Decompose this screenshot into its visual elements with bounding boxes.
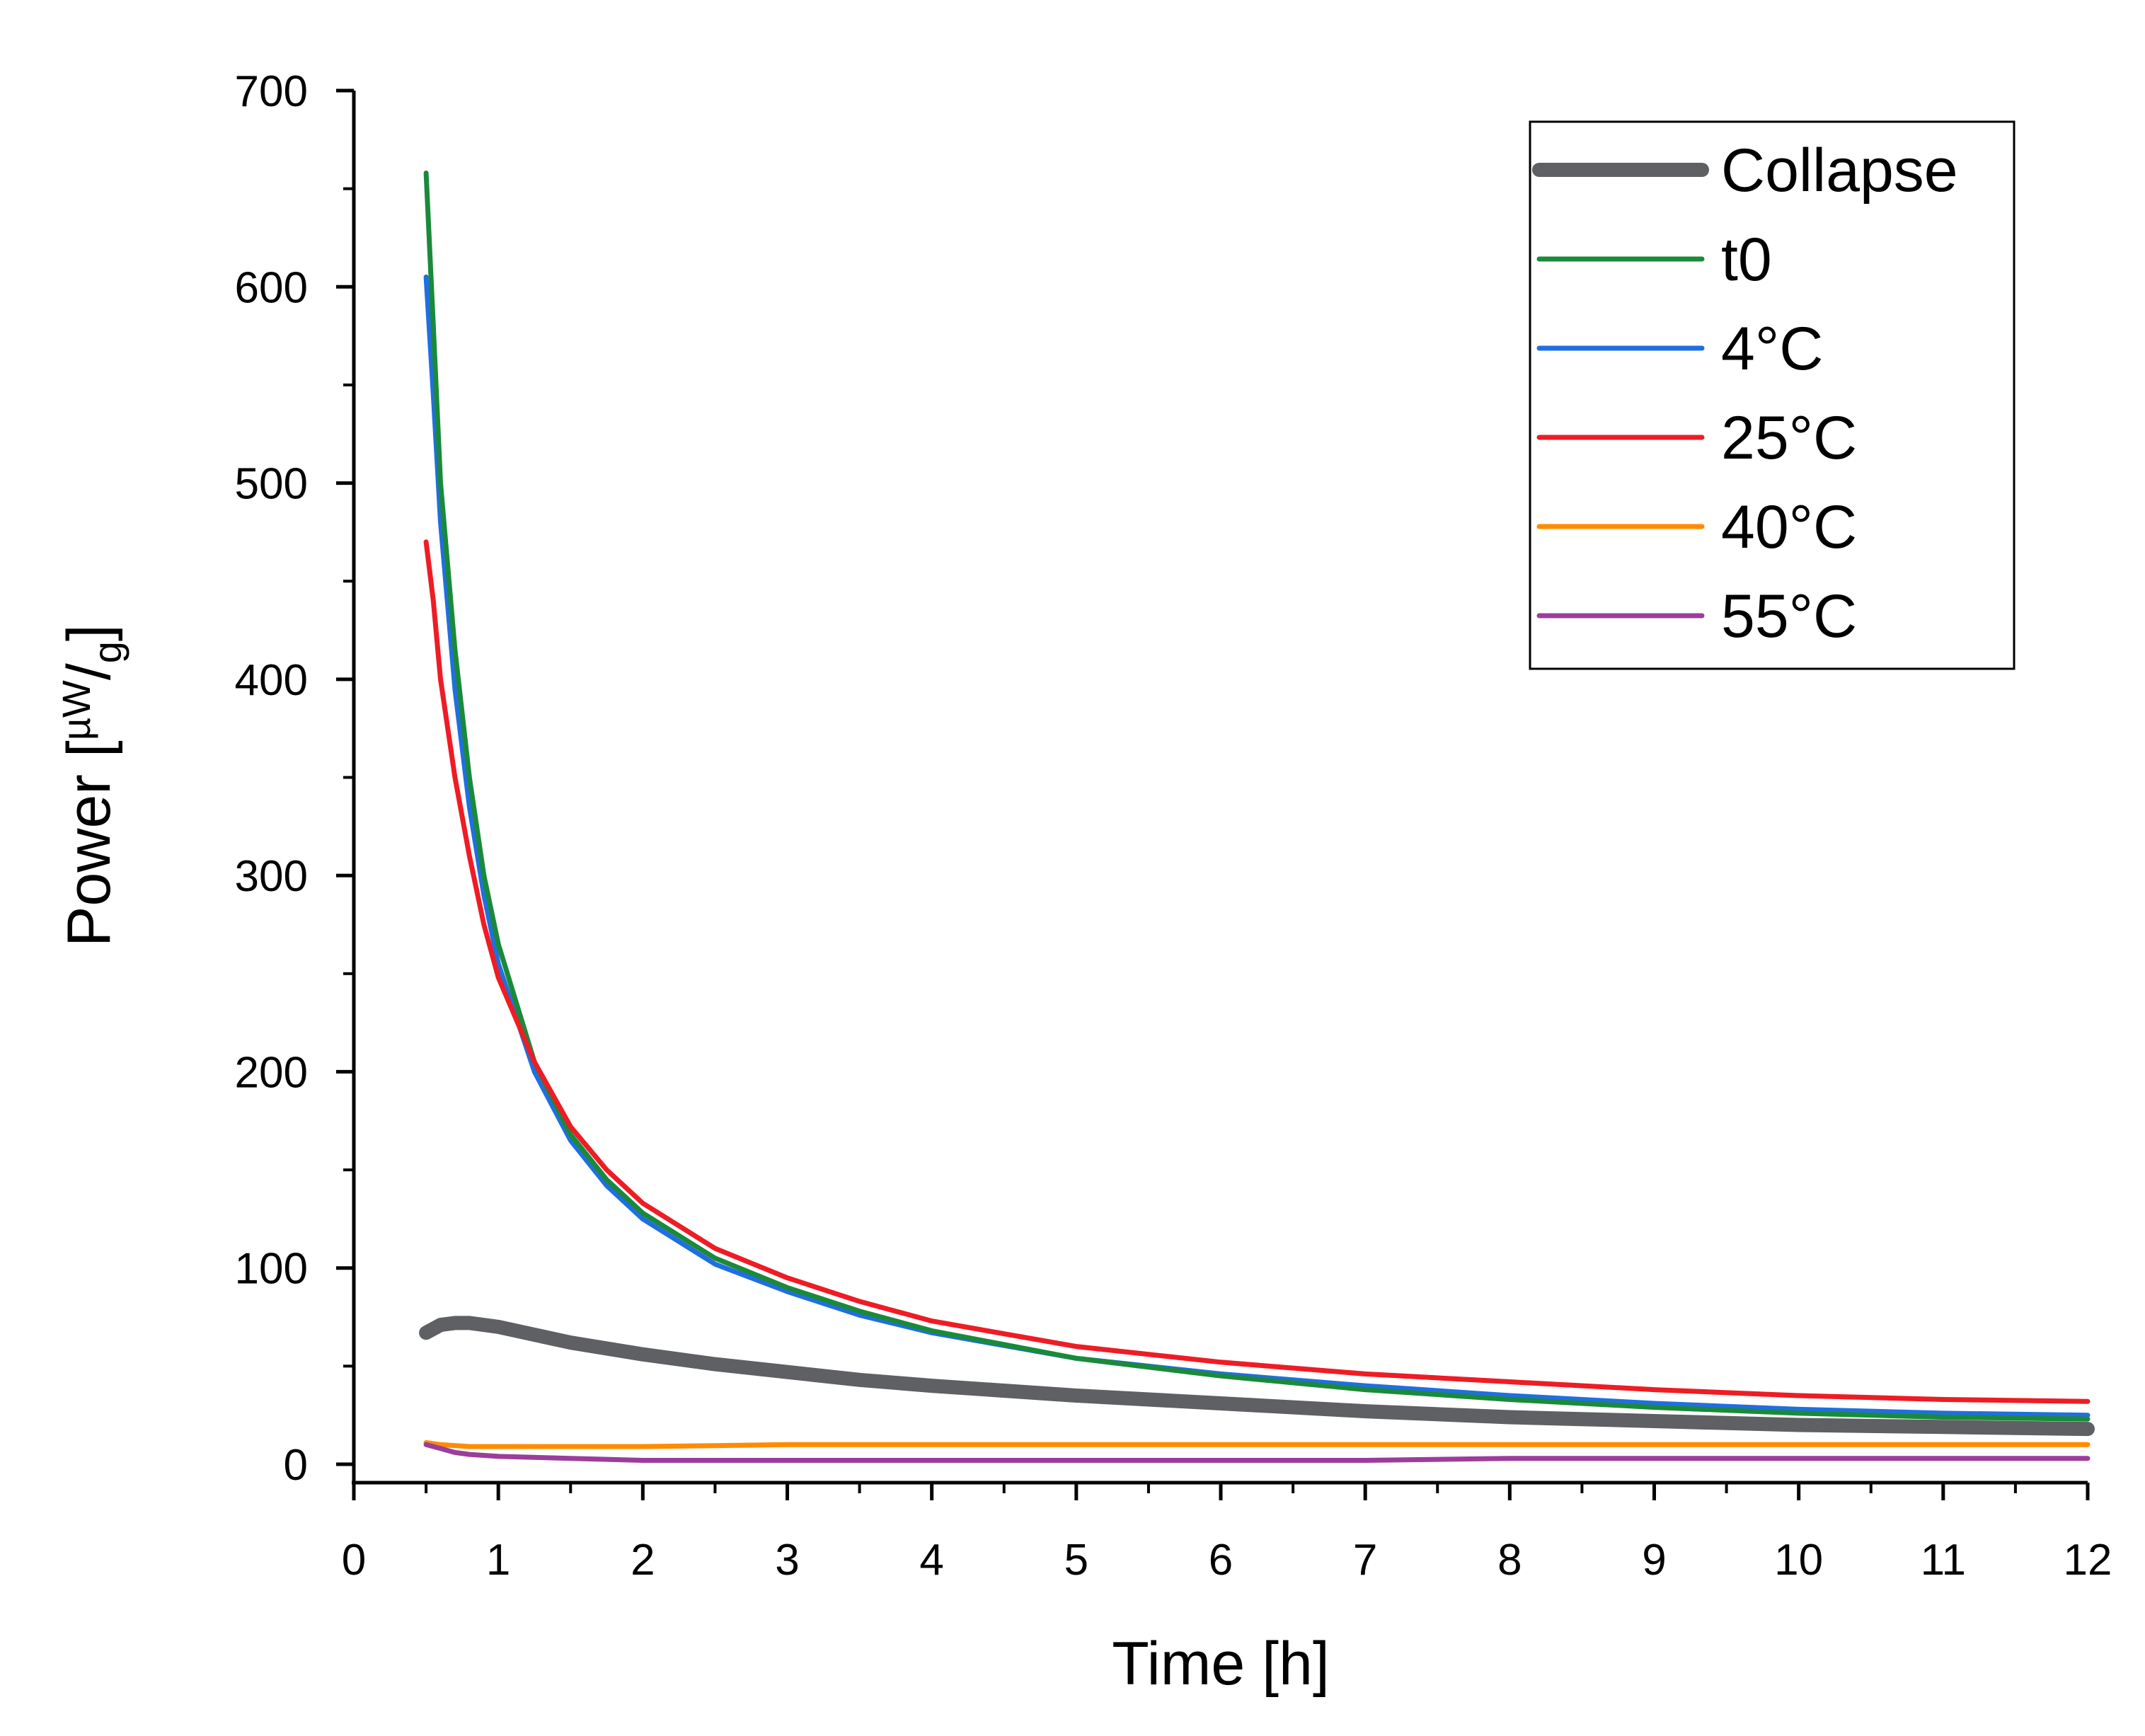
y-tick-label: 0 — [284, 1441, 308, 1490]
x-tick-label: 10 — [1774, 1536, 1823, 1585]
series-line-t0 — [423, 171, 2091, 1422]
x-tick-label: 12 — [2064, 1536, 2112, 1585]
series-layer — [419, 171, 2095, 1463]
series-line-55-c — [423, 1442, 2091, 1463]
x-axis-title: Time [h] — [1112, 1630, 1329, 1698]
y-tick-label: 700 — [235, 67, 308, 116]
legend: Collapse t0 4°C 25°C 40°C 55°C — [1529, 120, 2015, 670]
x-tick-label: 3 — [775, 1536, 799, 1585]
series-line-25-c — [423, 539, 2091, 1404]
legend-label-40-c: 40°C — [1721, 493, 1857, 561]
legend-box — [1529, 120, 2015, 670]
y-ticks: 0 100 200 300 400 500 600 700 — [235, 67, 354, 1490]
legend-items: Collapse t0 4°C 25°C 40°C 55°C — [1532, 137, 1958, 650]
y-axis-title-slash: / — [55, 663, 123, 680]
series-line-40-c — [423, 1440, 2091, 1449]
x-tick-label: 5 — [1064, 1536, 1088, 1585]
x-tick-label: 2 — [631, 1536, 655, 1585]
y-axis-title-prefix: Power [ — [55, 740, 123, 947]
legend-label-collapse: Collapse — [1721, 137, 1958, 205]
x-tick-label: 0 — [342, 1536, 366, 1585]
x-tick-label: 7 — [1353, 1536, 1377, 1585]
series-line-collapse — [419, 1316, 2095, 1437]
y-tick-label: 200 — [235, 1048, 308, 1097]
y-axis-title-denominator: g — [85, 641, 130, 663]
legend-label-t0: t0 — [1721, 226, 1772, 294]
x-tick-label: 8 — [1497, 1536, 1522, 1585]
y-tick-label: 300 — [235, 852, 308, 901]
x-tick-label: 1 — [486, 1536, 510, 1585]
y-tick-label: 100 — [235, 1245, 308, 1294]
legend-label-55-c: 55°C — [1721, 582, 1857, 650]
y-tick-label: 500 — [235, 460, 308, 509]
y-tick-label: 600 — [235, 263, 308, 312]
legend-label-4-c: 4°C — [1721, 315, 1823, 383]
y-axis-title: Power [µW/g] — [54, 624, 130, 947]
x-ticks: 0 1 2 3 4 5 6 7 8 9 10 11 12 — [342, 1483, 2112, 1585]
y-tick-label: 400 — [235, 656, 308, 705]
y-axis-title-numerator: µW — [54, 680, 98, 740]
x-tick-label: 4 — [919, 1536, 943, 1585]
series-line-4-c — [423, 274, 2091, 1418]
x-tick-label: 11 — [1921, 1536, 1966, 1585]
legend-label-25-c: 25°C — [1721, 404, 1857, 472]
x-tick-label: 9 — [1642, 1536, 1666, 1585]
y-axis-title-suffix: ] — [55, 624, 123, 641]
x-tick-label: 6 — [1209, 1536, 1233, 1585]
